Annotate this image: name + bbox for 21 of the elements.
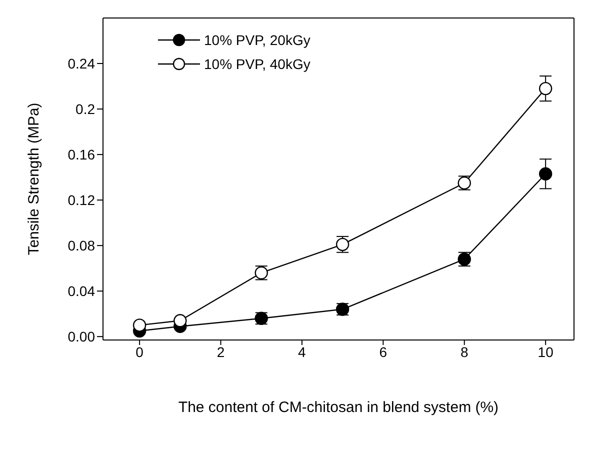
point — [132, 318, 146, 332]
x-axis-title: The content of CM-chitosan in blend system (%) — [178, 399, 499, 416]
point — [538, 82, 552, 96]
x-tick-label: 2 — [216, 344, 225, 360]
y-tick-label: 0.16 — [68, 146, 96, 163]
y-tick-label: 0.04 — [68, 283, 96, 300]
y-tick-label: 0.24 — [68, 55, 96, 72]
x-tick-label: 4 — [298, 344, 306, 360]
y-tick-label: 0.2 — [76, 100, 96, 117]
x-tick-label: 8 — [460, 344, 468, 360]
point — [174, 314, 187, 328]
point — [538, 167, 552, 180]
y-tick-label: 0.12 — [68, 192, 96, 208]
x-tick-label: 0 — [136, 344, 144, 360]
legend-label: 10% PVP, 20kGy — [204, 32, 310, 48]
x-tick-label: 6 — [379, 344, 388, 360]
y-tick-label: 0.08 — [68, 238, 96, 254]
y-tick-label: 0.00 — [68, 328, 96, 345]
legend-label: 10% PVP, 40kGy — [204, 56, 310, 72]
x-tick-label: 10 — [538, 344, 554, 360]
y-axis-title: Tensile Strength (MPa) — [25, 102, 42, 256]
